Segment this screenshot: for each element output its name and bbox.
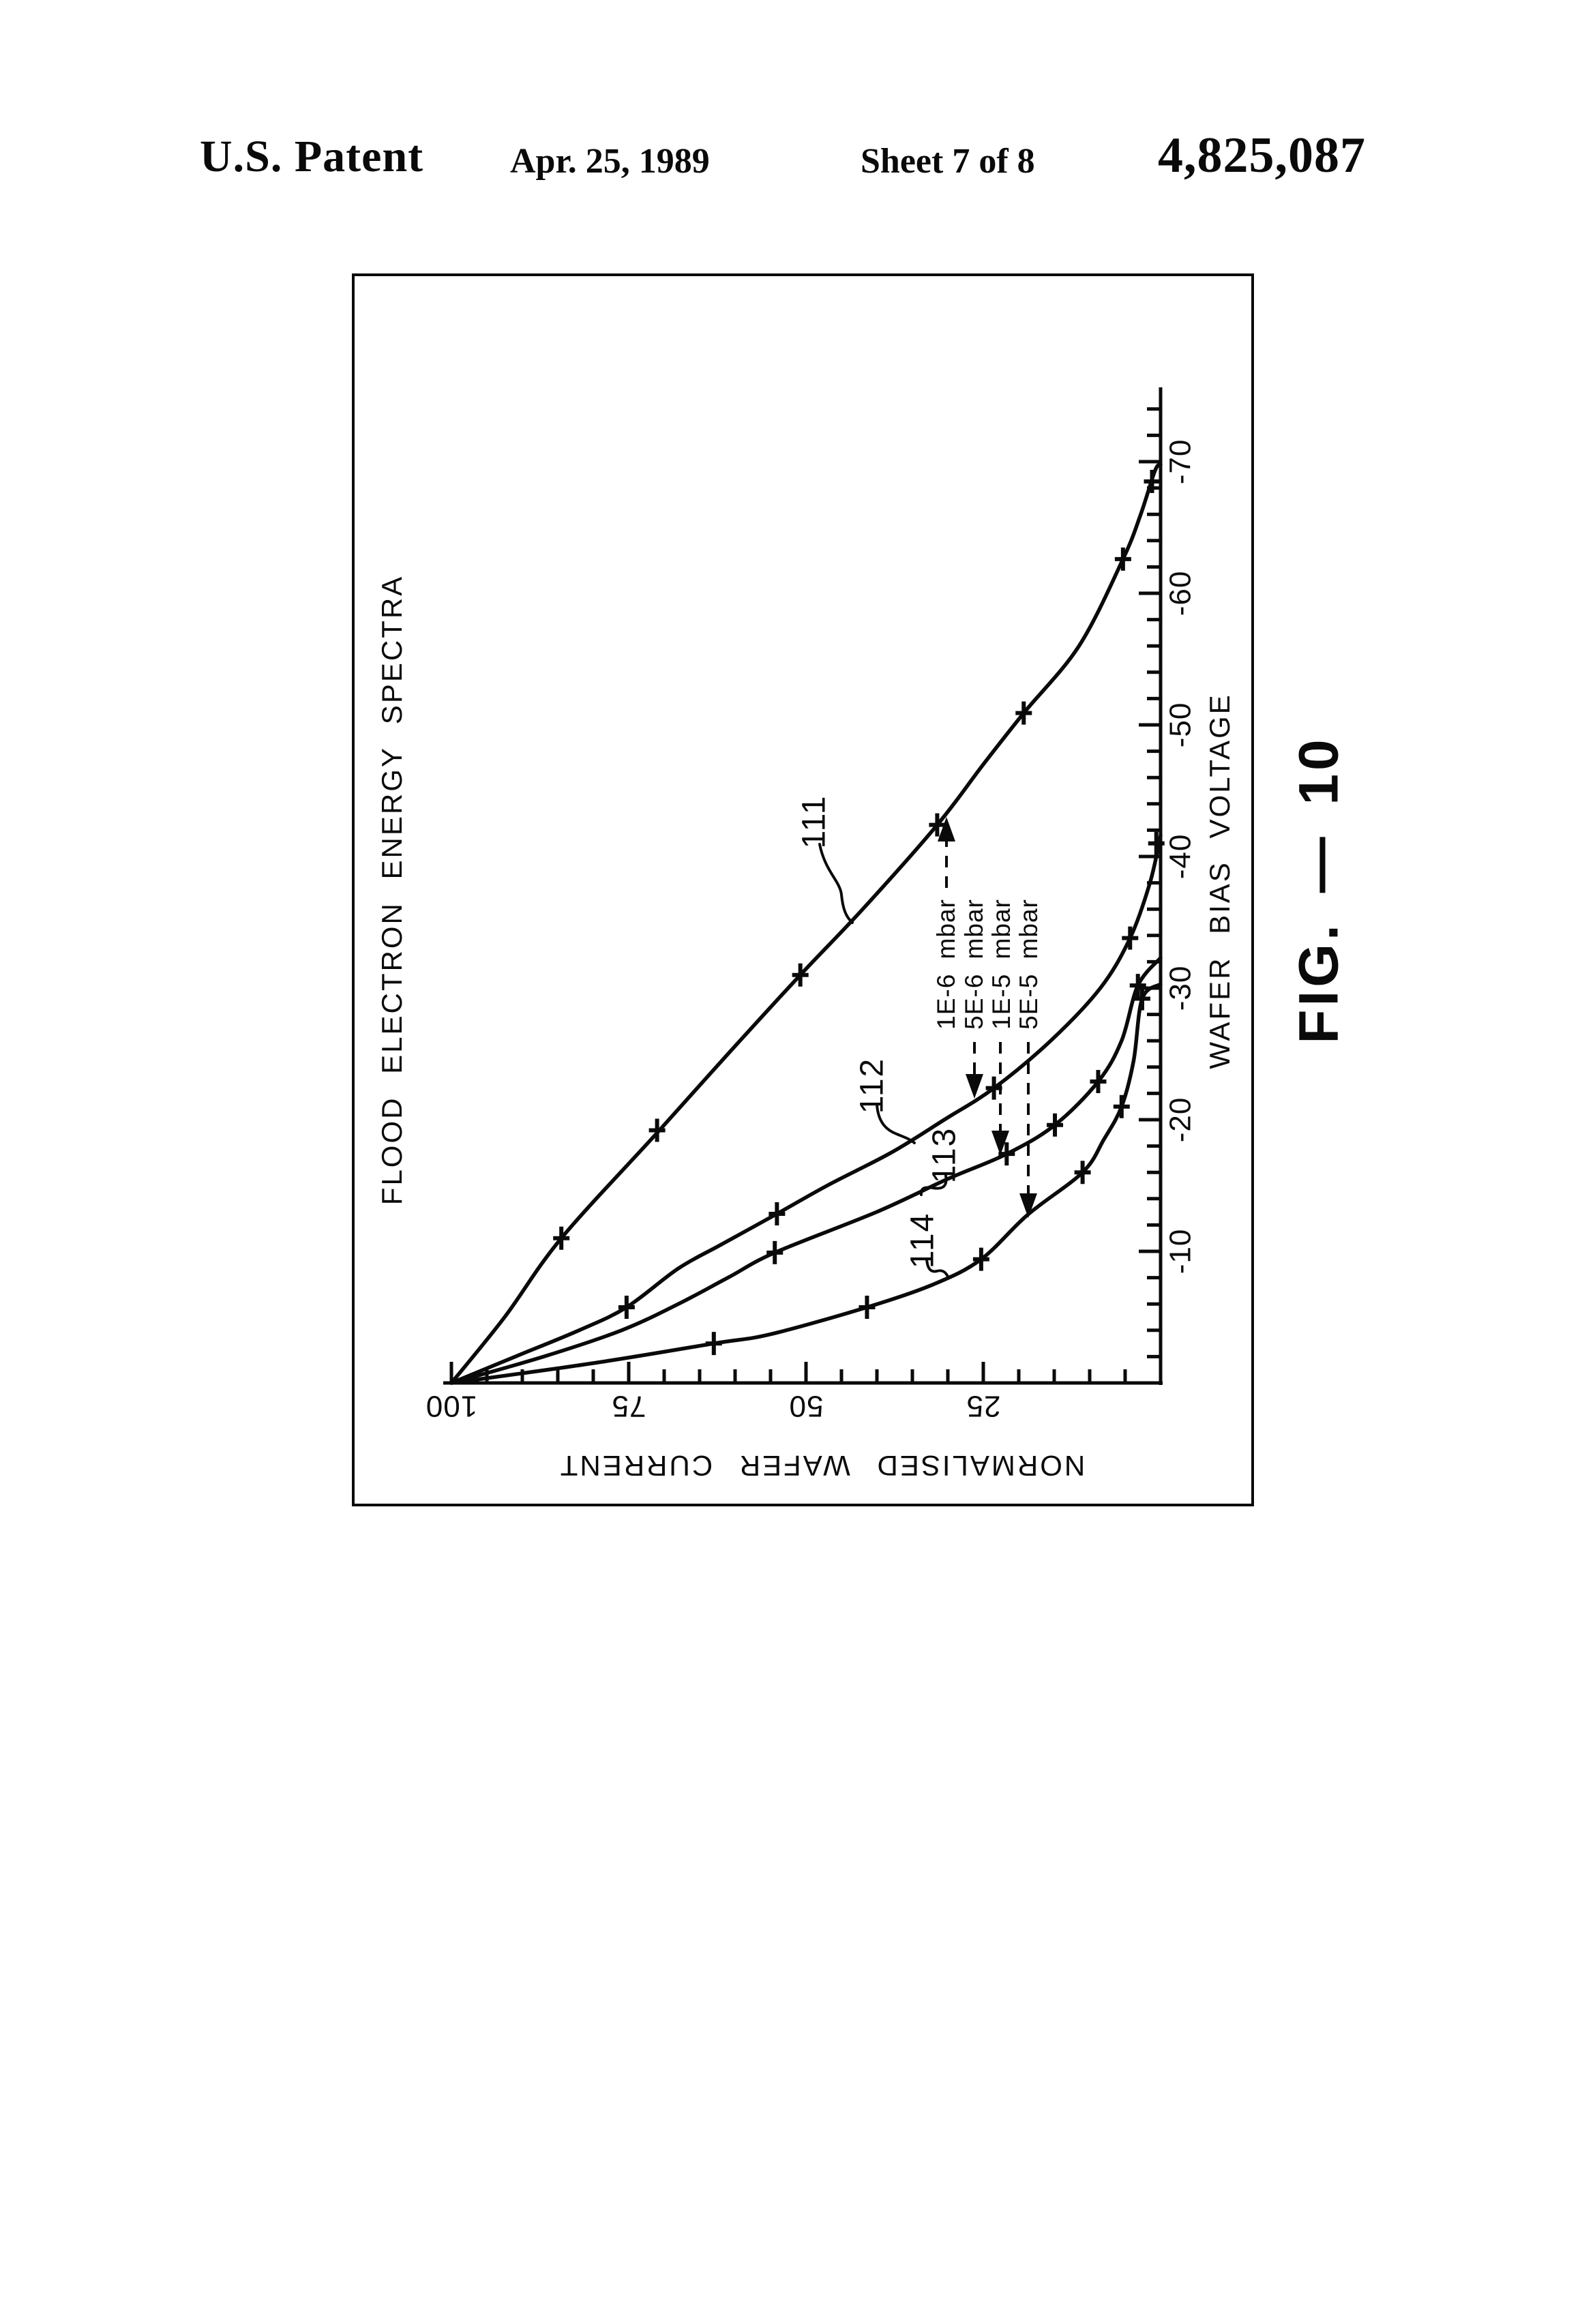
patent-header-date: Apr. 25, 1989 <box>510 142 710 181</box>
current-tick-label: 100 <box>426 1389 477 1422</box>
annotation-label-114: 5E-5 mbar <box>1015 899 1043 1030</box>
annotation-arrowhead-112 <box>966 1074 983 1099</box>
curve-label-113: 113 <box>927 1127 963 1184</box>
voltage-tick-label: -10 <box>1164 1229 1197 1275</box>
annotation-arrowhead-114 <box>1019 1193 1037 1218</box>
annotation-arrowhead-113 <box>991 1131 1009 1155</box>
curve-label-leader-112 <box>876 1103 916 1144</box>
current-tick-label: 25 <box>966 1389 1001 1422</box>
x-axis-title: WAFER BIAS VOLTAGE <box>1204 693 1236 1069</box>
voltage-tick-label: -40 <box>1164 834 1197 880</box>
chart-title: FLOOD ELECTRON ENERGY SPECTRA <box>376 575 408 1205</box>
curve-label-111: 111 <box>796 795 833 849</box>
curve-111 <box>449 462 1163 1385</box>
current-tick-label: 75 <box>612 1389 646 1422</box>
patent-header-number: 4,825,087 <box>1158 128 1366 183</box>
annotation-arrowhead-111 <box>938 817 955 841</box>
curve-label-leader-111 <box>818 843 854 924</box>
curve-label-112: 112 <box>854 1058 891 1114</box>
curve-114 <box>449 982 1163 1385</box>
voltage-tick-label: -30 <box>1164 966 1197 1011</box>
voltage-tick-label: -70 <box>1164 439 1197 485</box>
curve-label-leader-113 <box>919 1174 948 1196</box>
voltage-tick-label: -20 <box>1164 1097 1197 1143</box>
curve-112 <box>449 833 1163 1385</box>
figure-border <box>352 273 1254 1506</box>
curve-label-114: 114 <box>905 1212 941 1269</box>
y-axis-title: NORMALISED WAFER CURRENT <box>558 1450 1085 1482</box>
voltage-tick-label: -50 <box>1164 702 1197 748</box>
patent-header-sheet: Sheet 7 of 8 <box>861 142 1035 181</box>
patent-header-title: U.S. Patent <box>200 132 424 181</box>
figure-number-label: FIG. — 10 <box>1288 736 1350 1043</box>
voltage-tick-label: -60 <box>1164 571 1197 616</box>
curve-label-leader-114 <box>925 1257 949 1278</box>
annotation-label-113: 1E-5 mbar <box>987 899 1015 1030</box>
annotation-label-111: 1E-6 mbar <box>932 899 960 1030</box>
curve-113 <box>449 955 1163 1385</box>
annotation-label-112: 5E-6 mbar <box>960 899 988 1030</box>
current-tick-label: 50 <box>789 1389 824 1422</box>
